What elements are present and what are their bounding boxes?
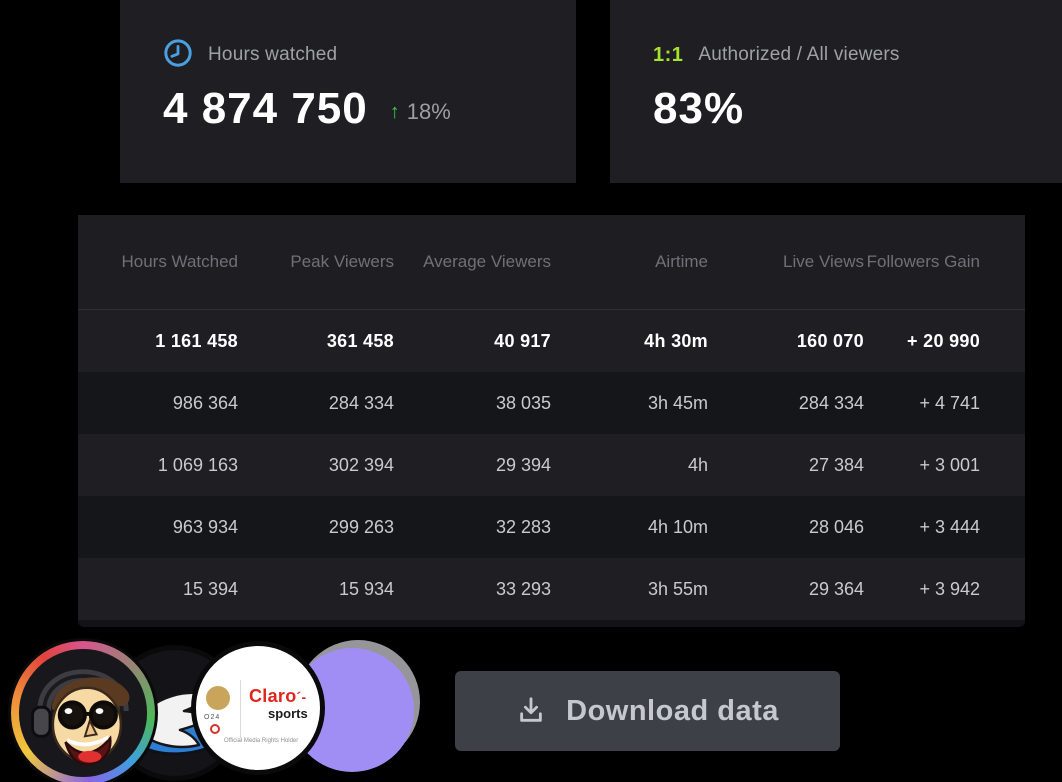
table-cell: 28 046	[808, 516, 864, 537]
download-button-label: Download data	[566, 694, 779, 727]
table-cell: 160 070	[796, 330, 864, 351]
table-body: 1 161 458 361 458 40 917 4h 30m 160 070 + 20 …	[78, 310, 1025, 620]
download-icon	[516, 695, 546, 728]
table-row[interactable]: 986 364 284 334 38 035 3h 45m 284 334 + 4 741	[78, 372, 1025, 434]
column-header: Peak Viewers	[290, 252, 394, 271]
authorized-label: Authorized / All viewers	[698, 44, 900, 65]
table-header-divider	[78, 309, 1025, 310]
hours-watched-trend: ↑ 18%	[390, 99, 451, 125]
authorized-value: 83%	[653, 84, 745, 133]
claro-sports-avatar[interactable]: O24 Claro´- sports Official Media Rights…	[191, 641, 325, 775]
column-header: Hours Watched	[121, 252, 238, 271]
cartoon-face-icon	[18, 648, 148, 778]
column-header: Live Views	[783, 252, 864, 271]
media-rights-text: Official Media Rights Holder	[224, 738, 299, 744]
table-cell: 29 394	[495, 454, 551, 475]
column-header: Followers Gain	[866, 252, 980, 271]
column-header: Average Viewers	[423, 252, 551, 271]
claro-divider	[240, 680, 241, 738]
table-cell: 15 394	[182, 578, 238, 599]
table-cell: 38 035	[495, 392, 551, 413]
table-cell: 27 384	[808, 454, 864, 475]
table-cell: 3h 45m	[647, 392, 708, 413]
table-row[interactable]: 1 161 458 361 458 40 917 4h 30m 160 070 + 20 …	[78, 310, 1025, 372]
table-cell: + 3 444	[919, 516, 980, 537]
table-cell: 3h 55m	[647, 578, 708, 599]
table-row[interactable]: 963 934 299 263 32 283 4h 10m 28 046 + 3 444	[78, 496, 1025, 558]
column-header: Airtime	[655, 252, 708, 271]
table-cell: 361 458	[326, 330, 394, 351]
stats-table: Hours Watched Peak Viewers Average Viewers…	[78, 215, 1025, 627]
clock-icon	[163, 38, 193, 73]
table-row[interactable]: 15 394 15 934 33 293 3h 55m 29 364 + 3 942	[78, 558, 1025, 620]
table-cell: 4h	[687, 454, 708, 475]
ratio-badge: 1:1	[653, 43, 684, 66]
claro-accent-mark: ´-	[296, 689, 307, 705]
table-cell: + 4 741	[919, 392, 980, 413]
table-row[interactable]: 1 069 163 302 394 29 394 4h 27 384 + 3 001	[78, 434, 1025, 496]
trend-value: 18%	[406, 99, 451, 124]
table-cell: 284 334	[798, 392, 864, 413]
hours-watched-label: Hours watched	[208, 44, 338, 65]
authorized-viewers-card: 1:1 Authorized / All viewers 83%	[610, 0, 1062, 183]
table-cell: 33 293	[495, 578, 551, 599]
table-header-row: Hours Watched Peak Viewers Average Viewers…	[78, 215, 1025, 309]
trend-up-icon: ↑	[389, 101, 400, 123]
table-cell: 4h 30m	[644, 330, 708, 351]
claro-brand-text: Claro´-	[249, 686, 307, 706]
table-cell: 32 283	[495, 516, 551, 537]
table-cell: 29 364	[808, 578, 864, 599]
streamer-cartoon-avatar[interactable]	[8, 638, 158, 782]
table-cell: 4h 10m	[647, 516, 708, 537]
table-cell: 302 394	[328, 454, 394, 475]
table-cell: 284 334	[328, 392, 394, 413]
download-data-button[interactable]: Download data	[455, 671, 840, 751]
table-cell: + 20 990	[907, 330, 980, 351]
claro-year-text: O24	[204, 714, 221, 721]
table-cell: + 3 001	[919, 454, 980, 475]
hours-watched-value: 4 874 750	[163, 84, 368, 133]
hours-watched-card: Hours watched 4 874 750 ↑ 18%	[120, 0, 576, 183]
table-cell: 299 263	[328, 516, 394, 537]
table-cell: 963 934	[172, 516, 238, 537]
olympic-medal-icon	[206, 686, 230, 710]
claro-sports-text: sports	[268, 706, 308, 721]
table-cell: 986 364	[172, 392, 238, 413]
table-cell: 1 069 163	[157, 454, 238, 475]
red-ring-icon	[210, 724, 220, 734]
table-footer-strip	[78, 620, 1025, 627]
table-cell: + 3 942	[919, 578, 980, 599]
table-cell: 40 917	[494, 330, 551, 351]
table-cell: 15 934	[338, 578, 394, 599]
table-cell: 1 161 458	[155, 330, 238, 351]
